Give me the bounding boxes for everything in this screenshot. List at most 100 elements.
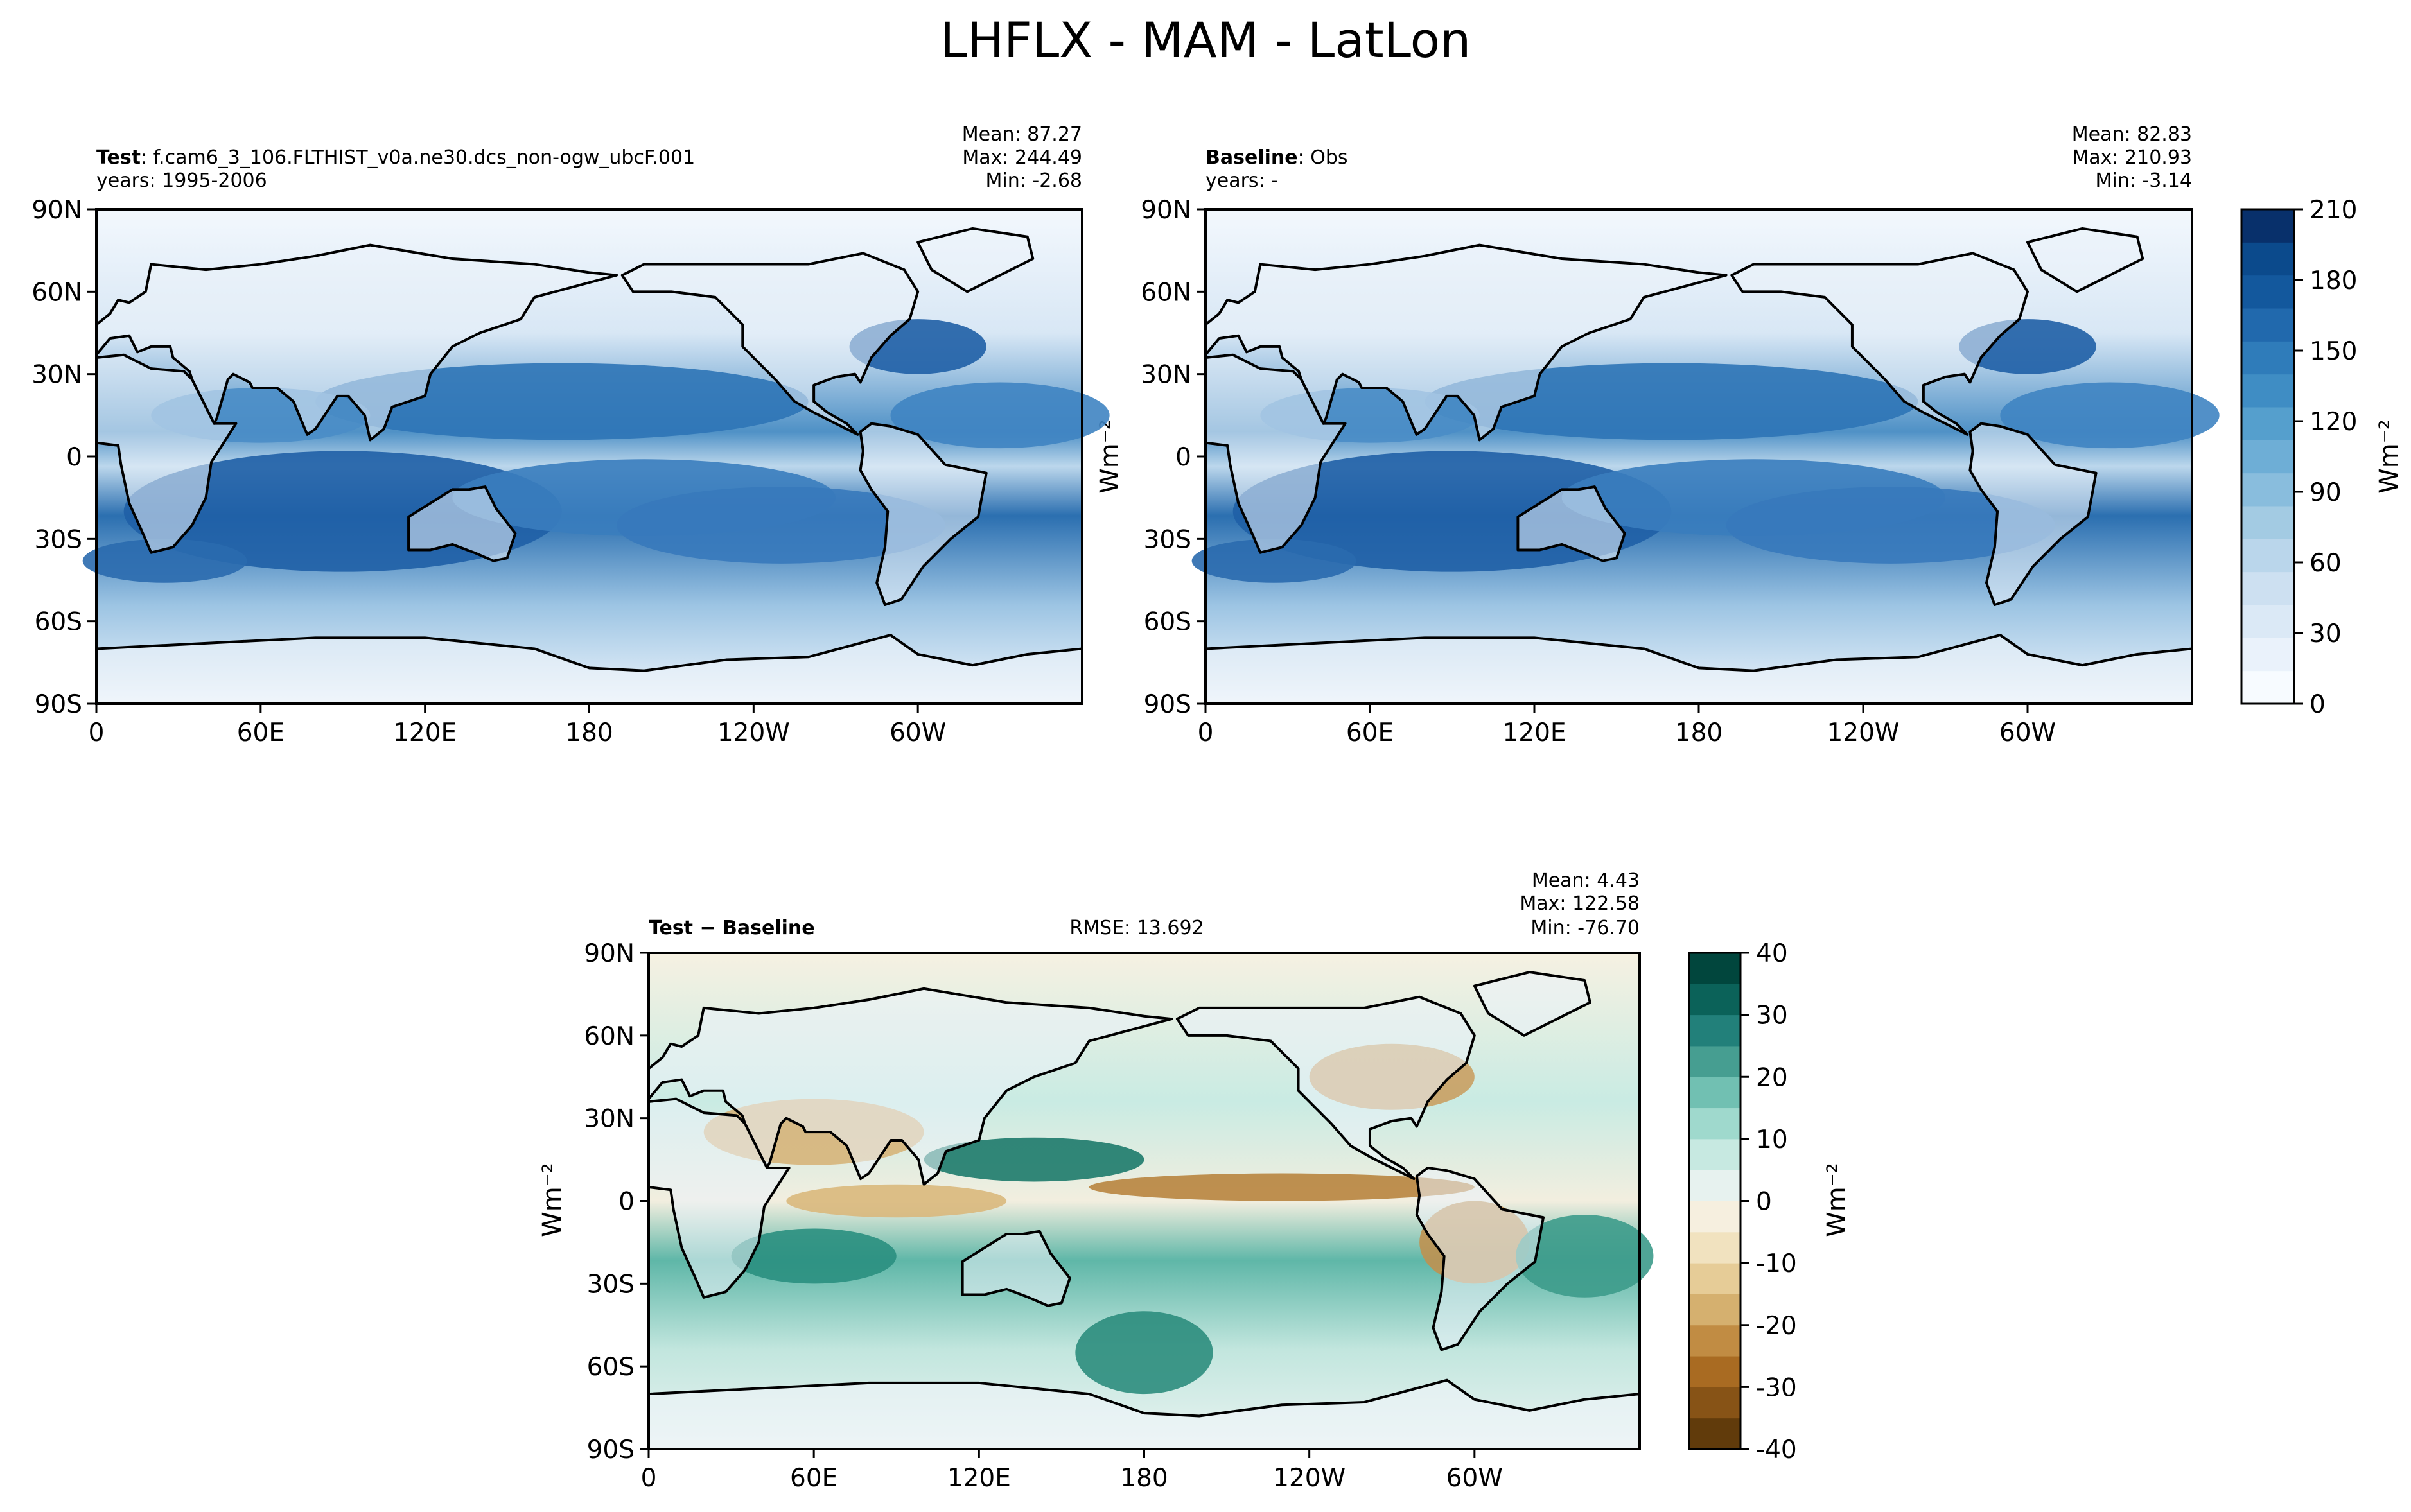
brbg-colorbar-swatch-10 [1689,1108,1740,1140]
test-xtick-label-5: 60W [890,718,946,747]
test-mean: Mean: 87.27 [961,123,1082,146]
test-ytick-label-6: 90S [35,690,82,719]
baseline-coastline-australia [1516,485,1626,562]
diff-field-region-3 [1089,1173,1475,1201]
test-years: years: 1995-2006 [96,169,267,192]
baseline-xtick-label-3: 180 [1675,718,1723,747]
test-max: Max: 244.49 [962,146,1082,169]
diff-field-region-4 [786,1184,1007,1218]
blues-colorbar: 0 30 60 90 120 150 180 210 [2240,196,2357,719]
test-ytick-label-1: 60N [31,278,82,307]
baseline-coastline-greenland [2026,227,2144,293]
brbg-colorbar-swatch-4 [1689,1294,1740,1326]
blues-colorbar-tick-label-5: 150 [2310,337,2357,366]
diff-xtick-label-0: 0 [641,1464,657,1493]
brbg-colorbar-swatch-12 [1689,1045,1740,1077]
test-ytick-label-4: 30S [35,525,82,554]
test-ytick-label-3: 0 [66,443,82,472]
blues-colorbar-swatch-9 [2241,374,2294,408]
blues-colorbar-swatch-8 [2241,407,2294,440]
brbg-colorbar-swatch-2 [1689,1356,1740,1387]
test-xtick-label-0: 0 [89,718,105,747]
diff-rmse: RMSE: 13.692 [1069,917,1204,939]
test-field-region-6 [82,539,247,583]
baseline-field-region-2 [1425,363,1918,440]
baseline-coastline-samerica [1968,422,2098,606]
baseline-years: years: - [1206,169,1279,192]
test-xtick-label-3: 180 [565,718,613,747]
test-ytick-label-0: 90N [31,196,82,225]
blues-colorbar-swatch-1 [2241,638,2294,672]
blues-colorbar-tick-label-7: 210 [2310,196,2357,225]
blues-colorbar-tick-label-0: 0 [2310,690,2326,719]
brbg-colorbar-swatch-7 [1689,1201,1740,1233]
brbg-colorbar-swatch-13 [1689,1014,1740,1047]
baseline-coastline-africa [1204,353,1347,554]
baseline-panel-label: Baseline: Obs [1206,146,1348,169]
diff-field-region-8 [1516,1214,1654,1298]
baseline-field-region-7 [1726,487,2055,564]
brbg-colorbar-tick-label-4: 0 [1756,1188,1772,1217]
diff-mean: Mean: 4.43 [1531,869,1640,892]
test-label-rest: : f.cam6_3_106.FLTHIST_v0a.ne30.dcs_non-… [141,146,696,169]
blues-colorbar-swatch-0 [2241,670,2294,704]
brbg-colorbar-tick-label-6: 20 [1756,1063,1788,1092]
test-ytick-label-2: 30N [31,361,82,390]
blues-colorbar-swatch-2 [2241,605,2294,638]
diff-xtick-label-2: 120E [947,1464,1011,1493]
diff-ytick-label-1: 60N [584,1022,635,1051]
test-panel-label: Test: f.cam6_3_106.FLTHIST_v0a.ne30.dcs_… [96,146,695,169]
brbg-colorbar-tick-label-1: -30 [1756,1373,1797,1402]
brbg-colorbar-swatch-5 [1689,1263,1740,1294]
baseline-ytick-label-4: 30S [1144,525,1191,554]
test-xtick-label-1: 60E [237,718,285,747]
baseline-xtick-label-1: 60E [1346,718,1394,747]
blues-colorbar-swatch-13 [2241,242,2294,276]
baseline-field-region-3 [2000,382,2220,449]
baseline-label-rest: : Obs [1297,146,1348,169]
diff-ytick-label-3: 0 [618,1188,635,1217]
diff-ytick-label-0: 90N [584,939,635,968]
baseline-xtick-label-5: 60W [1999,718,2056,747]
diff-ytick-label-6: 90S [587,1436,635,1464]
blues-colorbar-swatch-3 [2241,571,2294,605]
baseline-xtick-label-2: 120E [1502,718,1566,747]
brbg-colorbar-tick-label-8: 40 [1756,939,1788,968]
diff-xtick-label-5: 60W [1446,1464,1503,1493]
diff-max: Max: 122.58 [1520,892,1640,915]
baseline-max: Max: 210.93 [2072,146,2192,169]
brbg-colorbar-swatch-1 [1689,1387,1740,1419]
brbg-colorbar-swatch-3 [1689,1325,1740,1357]
baseline-field-region-6 [1191,539,1356,583]
baseline-ytick-label-5: 60S [1144,608,1191,637]
figure-title: LHFLX - MAM - LatLon [940,12,1471,69]
brbg-colorbar-swatch-15 [1689,953,1740,984]
baseline-map-panel: 0 60E 120E 180 120W 60W 90N 60N 30N 0 30S 60S 90S [1141,196,2220,747]
diff-xtick-label-1: 60E [790,1464,837,1493]
baseline-coastline-eurasia [1204,243,1728,442]
diff-label-bold: Test − Baseline [649,917,815,939]
brbg-colorbar-tick-label-0: -40 [1756,1436,1797,1464]
diff-coastline-africa [647,1097,791,1299]
diff-field-region-1 [731,1228,897,1284]
diff-min: Min: -76.70 [1530,917,1640,939]
blues-colorbar-swatch-11 [2241,308,2294,342]
brbg-colorbar-swatch-0 [1689,1418,1740,1450]
test-xtick-label-2: 120E [393,718,457,747]
diff-xtick-label-4: 120W [1273,1464,1346,1493]
brbg-colorbar-swatch-14 [1689,984,1740,1016]
diff-coastline-samerica [1415,1166,1545,1351]
diff-ytick-label-4: 30S [587,1270,635,1299]
test-coastline-africa [95,353,238,554]
brbg-colorbar-swatch-8 [1689,1170,1740,1201]
brbg-colorbar-swatch-11 [1689,1077,1740,1109]
test-xtick-label-4: 120W [717,718,790,747]
blues-colorbar-swatch-12 [2241,275,2294,309]
blues-colorbar-swatch-5 [2241,506,2294,539]
diff-xtick-label-3: 180 [1120,1464,1168,1493]
baseline-ytick-label-0: 90N [1141,196,1191,225]
baseline-coastline-namerica [1730,252,2029,436]
brbg-colorbar-tick-label-2: -20 [1756,1312,1797,1341]
test-field-region-2 [315,363,809,440]
